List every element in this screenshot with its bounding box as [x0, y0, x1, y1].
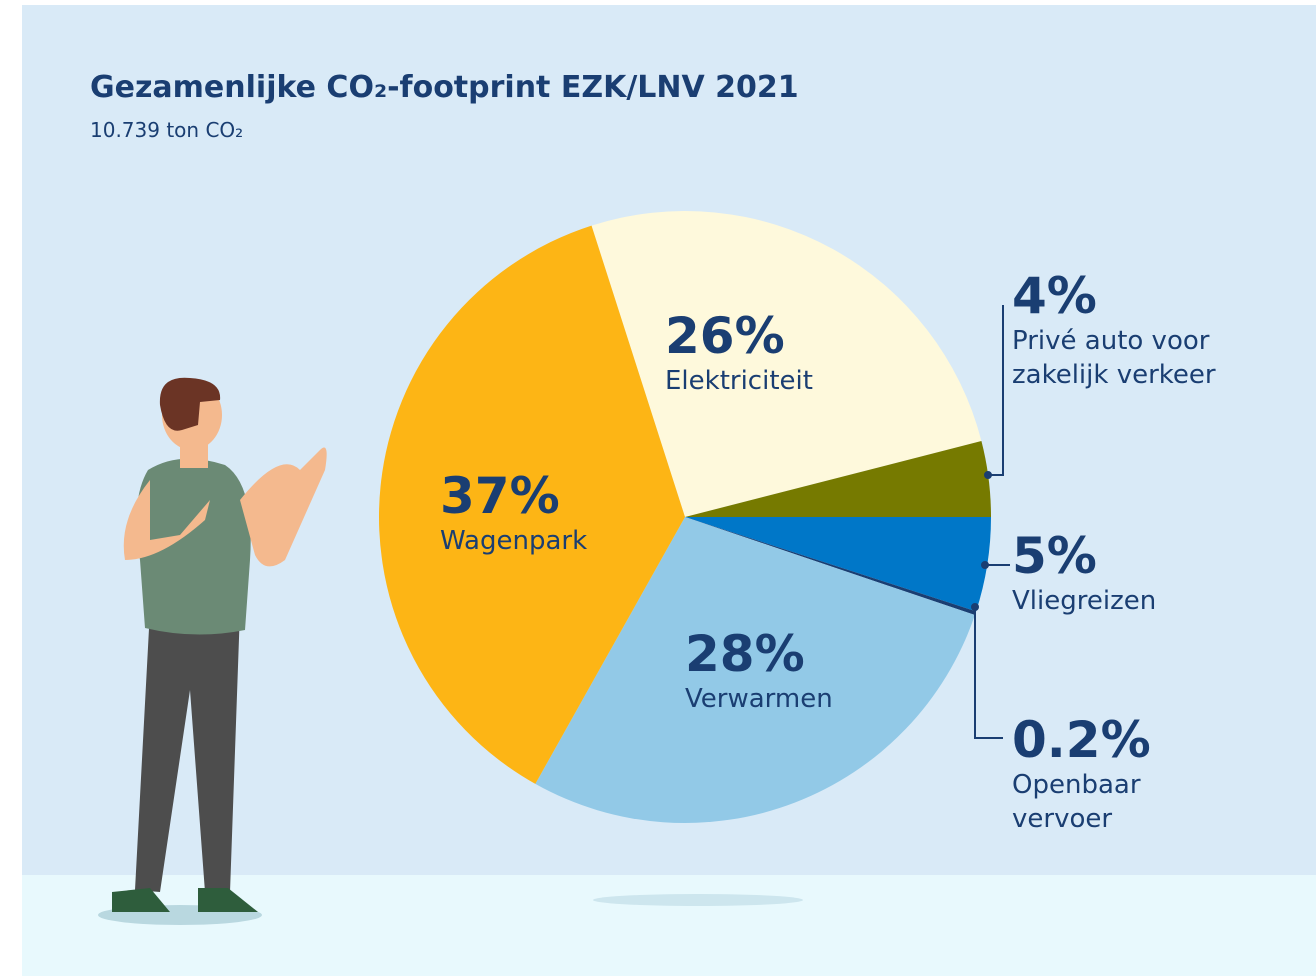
category-label: Verwarmen [685, 684, 833, 714]
category-label: Elektriciteit [665, 366, 813, 396]
chart-title: Gezamenlijke CO₂-footprint EZK/LNV 2021 [90, 70, 799, 105]
pie-slice [379, 225, 685, 784]
value-label: 28% [685, 625, 805, 683]
pie-shadow [593, 894, 803, 906]
value-label: 4% [1012, 267, 1097, 325]
value-label: 0.2% [1012, 711, 1151, 769]
value-label: 5% [1012, 527, 1097, 585]
pie-slice [535, 517, 975, 823]
person [98, 377, 327, 925]
slice-label: 26% Elektriciteit [665, 308, 965, 398]
leader-lines [971, 305, 1010, 739]
slice-label: 5% Vliegreizen [1012, 528, 1272, 618]
floor [22, 875, 1316, 976]
category-label: Vliegreizen [1012, 586, 1157, 616]
value-label: 26% [665, 307, 785, 365]
chart-subtitle: 10.739 ton CO₂ [90, 118, 244, 142]
pie-slice [685, 517, 991, 612]
pie [379, 211, 991, 823]
pie-slice [685, 441, 991, 517]
slice-label: 37% Wagenpark [440, 468, 740, 558]
pie-slice [591, 211, 982, 517]
category-label: Openbaar vervoer [1012, 770, 1141, 834]
slice-label: 0.2% Openbaar vervoer [1012, 712, 1212, 836]
category-label: Wagenpark [440, 526, 588, 556]
value-label: 37% [440, 467, 560, 525]
slice-label: 28% Verwarmen [685, 626, 985, 716]
pie-slice [685, 517, 977, 616]
slice-label: 4% Privé auto voor zakelijk verkeer [1012, 268, 1272, 392]
category-label: Privé auto voor zakelijk verkeer [1012, 326, 1216, 390]
